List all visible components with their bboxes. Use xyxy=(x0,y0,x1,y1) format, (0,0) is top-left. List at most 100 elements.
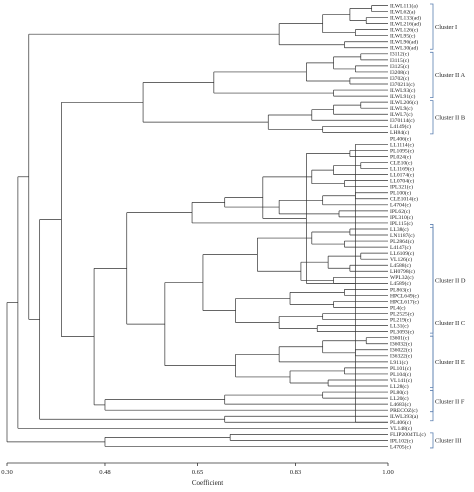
leaf-label: IPL102(c) xyxy=(390,437,413,444)
leaf-label: PL406(c) xyxy=(390,419,411,426)
cluster-bracket xyxy=(430,3,434,50)
leaf-label: I3601(c) xyxy=(390,335,409,342)
leaf-label: ILWL216(ad) xyxy=(390,21,421,28)
leaf-label: LH0798(c) xyxy=(390,268,415,275)
leaf-label: L4704(c) xyxy=(390,202,411,209)
leaf-label: VL126(c) xyxy=(390,256,412,263)
leaf-label: PL2864(c) xyxy=(390,238,414,245)
leaf-label: ILWL62(a) xyxy=(390,8,415,15)
leaf-label: ILWL393(a) xyxy=(390,413,418,420)
leaf-label: I36032(c) xyxy=(390,341,412,348)
leaf-label: IPL62(c) xyxy=(390,208,410,215)
leaf-label: VL148(c) xyxy=(390,425,412,432)
leaf-label: I36322(c) xyxy=(390,353,412,360)
leaf-label: LL0174(c) xyxy=(390,172,414,179)
cluster-label: Cluster III xyxy=(435,438,461,445)
x-tick-label: 0.30 xyxy=(1,469,13,476)
leaf-label: ILWL93(c) xyxy=(390,87,415,94)
leaf-label: ILWL133(ad) xyxy=(390,14,421,21)
leaf-label: ILWL91(c) xyxy=(390,93,415,100)
leaf-label: LL1114(c) xyxy=(390,141,414,148)
x-tick-label: 1.00 xyxy=(382,469,394,476)
leaf-label: ILWL206(c) xyxy=(390,99,418,106)
leaf-label: PL3093(c) xyxy=(390,329,414,336)
leaf-label: CLE10(c) xyxy=(390,159,413,166)
leaf-label: LL28(c) xyxy=(390,383,409,390)
cluster-label: Cluster II F xyxy=(435,398,465,405)
leaf-label: LL20(c) xyxy=(390,395,409,402)
leaf-label: I3125(c) xyxy=(390,63,409,70)
leaf-label: LL31(c) xyxy=(390,323,409,330)
x-tick-label: 0.48 xyxy=(99,469,111,476)
leaf-label: ILWL7(c) xyxy=(390,111,413,118)
cluster-bracket xyxy=(430,51,434,98)
leaf-label: I3702(c) xyxy=(390,75,409,82)
cluster-bracket xyxy=(430,224,434,422)
leaf-label: ILWL126(c) xyxy=(390,27,418,34)
cluster-bracket xyxy=(430,335,434,388)
leaf-label: L4683(c) xyxy=(390,401,411,408)
leaf-label: L4147(c) xyxy=(390,244,411,251)
leaf-label: CLE1014(c) xyxy=(390,196,418,203)
leaf-label: IPL321(c) xyxy=(390,184,413,191)
leaf-label: LH84(c) xyxy=(390,129,409,136)
leaf-label: L911(c) xyxy=(390,359,408,366)
x-axis: 0.30 0.48 0.65 0.83 1.00 Coefficient xyxy=(1,462,394,487)
leaf-label: ILWL30(ad) xyxy=(390,45,418,52)
x-tick-label: 0.83 xyxy=(290,469,302,476)
cluster-bracket xyxy=(430,432,434,449)
leaf-label: I3112(c) xyxy=(390,51,409,58)
leaf-label: ILWL96(ad) xyxy=(390,39,418,46)
leaf-label: VL141(c) xyxy=(390,377,412,384)
leaf-label: LL6109(c) xyxy=(390,250,414,257)
leaf-label: LL38(c) xyxy=(390,226,409,233)
leaf-label: HPCL617(c) xyxy=(390,298,419,305)
cluster-brackets: Cluster I Cluster II A Cluster II B Cluster… xyxy=(430,3,466,449)
cluster-label: Cluster II B xyxy=(435,114,465,121)
cluster-label: Cluster I xyxy=(435,24,457,31)
leaf-label: L4705(c) xyxy=(390,443,411,450)
leaf-label: PL4(c) xyxy=(390,304,406,311)
cluster-bracket xyxy=(430,100,434,135)
leaf-label: HPCL649(c) xyxy=(390,292,419,299)
cluster-bracket xyxy=(430,227,434,334)
x-axis-ticks: 0.30 0.48 0.65 0.83 1.00 xyxy=(1,463,394,476)
leaf-label: ILWL111(a) xyxy=(390,2,418,9)
leaf-label: PL80(c) xyxy=(390,389,408,396)
leaf-label: ILWL9(c) xyxy=(390,105,413,112)
leaf-label: I370211(c) xyxy=(390,81,415,88)
leaf-label: I3115(c) xyxy=(390,57,409,64)
leaf-label: IPL115(c) xyxy=(390,220,413,227)
cluster-label: Cluster II C xyxy=(435,320,465,327)
leaf-label: LL0704(c) xyxy=(390,178,414,185)
leaf-label: PL104(c) xyxy=(390,371,411,378)
leaf-label: L4149(c) xyxy=(390,123,411,130)
leaf-label: WPL32(c) xyxy=(390,274,414,281)
leaf-label: PL024(c) xyxy=(390,153,411,160)
leaf-label: PL100(c) xyxy=(390,190,411,197)
x-tick-label: 0.65 xyxy=(192,469,204,476)
leaf-label: I36022(c) xyxy=(390,347,412,354)
leaf-label: PL863(c) xyxy=(390,286,411,293)
leaf-label: ILWL95(c) xyxy=(390,33,415,40)
leaf-label: I370114(c) xyxy=(390,117,415,124)
leaf-label: PRECOZ(c) xyxy=(390,407,418,414)
leaf-label: PL219(c) xyxy=(390,316,411,323)
leaf-label: LL1169(c) xyxy=(390,165,414,172)
leaf-label: L4588(c) xyxy=(390,262,411,269)
leaf-label: L4589(c) xyxy=(390,280,411,287)
leaf-labels: ILWL111(a)ILWL62(a)ILWL133(ad)ILWL216(ad… xyxy=(390,2,426,450)
cluster-bracket xyxy=(430,390,434,413)
leaf-label: I3208(c) xyxy=(390,69,409,76)
leaf-label: FLIP2004TL(c) xyxy=(390,431,426,438)
leaf-label: PL101(c) xyxy=(390,365,411,372)
dendrogram-branches xyxy=(6,5,388,447)
cluster-label: Cluster II D xyxy=(435,278,466,285)
x-axis-title: Coefficient xyxy=(192,479,223,487)
cluster-label: Cluster II A xyxy=(435,72,466,79)
cluster-label: Cluster II E xyxy=(435,359,465,366)
leaf-label: PL1095(c) xyxy=(390,147,414,154)
leaf-label: LN1187(c) xyxy=(390,232,415,239)
leaf-label: IPL310(c) xyxy=(390,214,413,221)
